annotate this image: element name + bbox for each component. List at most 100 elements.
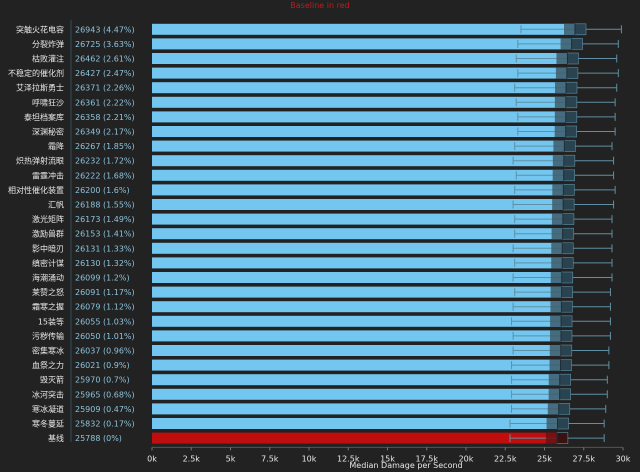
row-label: 激光矩阵: [32, 214, 64, 224]
dps-bar: [152, 257, 563, 269]
bar-row: 密集寒冰 26037 (0.96%): [32, 344, 610, 357]
iqr-box-low: [551, 228, 563, 240]
dps-bar: [152, 330, 561, 342]
row-value: 26131 (1.33%): [75, 244, 135, 253]
dps-bar: [152, 111, 566, 123]
bar-row: 不稳定的催化剂 26427 (2.47%): [8, 67, 619, 79]
bar-row: 泰坦档案库 26358 (2.21%): [24, 111, 616, 123]
row-label: 15装等: [38, 316, 64, 326]
dps-bar: [152, 418, 558, 429]
iqr-box-high: [561, 300, 573, 313]
iqr-box-low: [550, 315, 562, 327]
row-label: 汇帆: [48, 200, 64, 210]
row-label: 霜寒之握: [32, 302, 64, 312]
iqr-box-low: [547, 403, 559, 415]
iqr-box-low: [549, 359, 561, 371]
row-label: 污秽传输: [32, 331, 64, 341]
iqr-box-low: [554, 111, 566, 123]
x-tick-label: 17.5k: [416, 454, 439, 463]
bar-row: 深渊秘密 26349 (2.17%): [32, 125, 616, 138]
iqr-box-low: [546, 418, 558, 429]
row-label: 相对性催化装置: [8, 185, 64, 195]
iqr-box-low: [552, 169, 564, 181]
x-tick-label: 20k: [459, 454, 474, 463]
x-tick-label: 27.5k: [573, 454, 596, 463]
iqr-box-high: [563, 169, 575, 182]
dps-bar: [152, 359, 561, 371]
row-label: 基线: [48, 433, 64, 443]
row-value: 26200 (1.6%): [75, 186, 130, 195]
bar-row: 雷霆冲击 26222 (1.68%): [32, 169, 615, 182]
x-tick-label: 22.5k: [494, 454, 517, 463]
rows-layer: 突触火花电容 26943 (4.47%) 分裂炸弹 26725 (3.63%) 枯败灌注…: [8, 23, 622, 444]
iqr-box-high: [565, 96, 578, 109]
dps-bar: [152, 242, 563, 254]
row-value: 26130 (1.32%): [75, 259, 135, 268]
dps-bar: [152, 82, 567, 94]
x-tick-label: 15k: [380, 454, 395, 463]
row-value: 26725 (3.63%): [75, 40, 135, 49]
iqr-box-high: [565, 111, 578, 123]
row-value: 26267 (1.85%): [75, 142, 135, 151]
row-value: 26037 (0.96%): [75, 347, 135, 356]
x-tick-label: 0k: [147, 454, 157, 463]
bar-row: 影中暗刃 26131 (1.33%): [32, 242, 613, 255]
row-label: 炽热弹射流眼: [16, 156, 64, 166]
dps-bar: [152, 23, 576, 35]
bar-row: 枯败灌注 26462 (2.61%): [32, 52, 618, 65]
row-value: 25909 (0.47%): [75, 405, 135, 414]
iqr-box-high: [561, 286, 573, 298]
row-value: 25832 (0.17%): [75, 420, 135, 429]
iqr-box-low: [548, 388, 560, 400]
row-label: 深渊秘密: [32, 127, 64, 137]
x-axis-title: Median Damage per Second: [349, 461, 462, 470]
row-label: 缜密计谋: [32, 258, 64, 268]
x-tick-label: 25k: [537, 454, 552, 463]
iqr-box-low: [564, 23, 576, 35]
dps-bar: [152, 315, 562, 327]
bar-row: 激励兽群 26153 (1.41%): [32, 227, 613, 240]
bar-row: 血祭之力 26021 (0.9%): [32, 359, 610, 371]
row-value: 26091 (1.17%): [75, 288, 135, 297]
row-value: 26358 (2.21%): [75, 113, 135, 122]
iqr-box-low: [551, 257, 563, 269]
row-label: 寒冰凝道: [32, 404, 64, 414]
dps-bar: [152, 38, 572, 50]
row-label: 呼啸狂沙: [32, 97, 64, 107]
chart-title: Baseline in red: [290, 1, 349, 10]
iqr-box-high: [567, 52, 579, 65]
x-tick-label: 10k: [302, 454, 317, 463]
row-value: 26232 (1.72%): [75, 157, 135, 166]
iqr-box-low: [550, 272, 562, 283]
dps-bar: [152, 67, 567, 79]
dps-bar: [152, 345, 561, 356]
bar-row: 毁灭箭 25970 (0.7%): [40, 373, 608, 386]
bar-row: 呼啸狂沙 26361 (2.22%): [32, 96, 616, 109]
row-label: 冰河突击: [32, 389, 64, 399]
dps-bar: [152, 228, 563, 240]
row-value: 26222 (1.68%): [75, 171, 135, 180]
iqr-box-low: [553, 140, 565, 152]
row-value: 26055 (1.03%): [75, 317, 135, 326]
x-tick-label: 7.5k: [261, 454, 279, 463]
iqr-box-high: [565, 125, 577, 138]
x-tick-label: 2.5k: [183, 454, 201, 463]
bar-row: 霜降 26267 (1.85%): [48, 140, 613, 152]
iqr-box-low: [550, 301, 562, 313]
row-value: 25788 (0%): [75, 434, 122, 443]
row-value: 26079 (1.12%): [75, 303, 135, 312]
iqr-box-low: [555, 67, 567, 79]
row-value: 26021 (0.9%): [75, 361, 130, 370]
iqr-box-high: [561, 257, 574, 269]
bar-row: 冰河突击 25965 (0.68%): [32, 388, 608, 401]
iqr-box-low: [552, 199, 564, 210]
iqr-box-high: [556, 432, 569, 444]
row-label: 激励兽群: [32, 229, 64, 239]
dps-bar: [152, 53, 568, 64]
iqr-box-low: [548, 374, 560, 386]
dps-bar: [152, 169, 564, 181]
iqr-box-high: [560, 315, 573, 328]
dps-bar: [152, 301, 562, 313]
